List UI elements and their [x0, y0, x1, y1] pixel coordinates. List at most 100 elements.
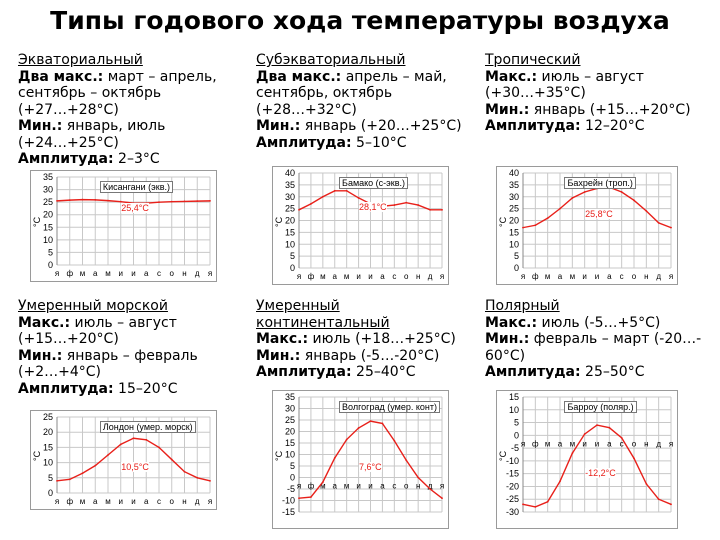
x-tick-label: я — [521, 272, 525, 281]
x-tick-label: с — [620, 439, 624, 448]
y-tick-label: -10 — [506, 456, 519, 466]
climate-text-equatorial: Экваториальный Два макс.: март – апрель, с… — [18, 52, 217, 168]
data-point — [633, 457, 635, 460]
data-point — [522, 226, 524, 229]
data-point — [620, 191, 623, 193]
y-tick-label: 5 — [514, 251, 519, 261]
data-point — [417, 476, 420, 479]
y-tick-label: 20 — [509, 216, 519, 226]
data-point — [196, 476, 199, 479]
y-tick-label: 10 — [43, 458, 53, 468]
y-axis-unit-label: °С — [498, 450, 508, 461]
climate-type-heading: Тропический — [485, 52, 581, 68]
y-tick-label: 5 — [290, 251, 295, 261]
data-point — [68, 478, 71, 481]
data-point — [441, 208, 443, 211]
y-tick-label: 15 — [509, 392, 519, 402]
y-tick-label: 0 — [48, 260, 53, 270]
fact-value: сентябрь, октябрь — [256, 85, 393, 101]
climate-text-polar: Полярный Макс.: июль (-5…+5°С) Мин.: февра… — [485, 298, 701, 381]
x-tick-label: м — [320, 482, 326, 491]
y-tick-label: 10 — [285, 239, 295, 249]
mean-temperature-label: 7,6°С — [359, 461, 382, 472]
x-tick-label: а — [144, 497, 149, 506]
climate-fact-line: Амплитуда: 12–20°С — [485, 118, 691, 135]
x-tick-label: я — [208, 269, 212, 278]
y-tick-label: 25 — [43, 197, 53, 207]
data-point — [571, 197, 574, 199]
x-tick-label: м — [545, 272, 551, 281]
y-tick-label: -10 — [282, 496, 295, 506]
data-point — [145, 438, 148, 441]
data-point — [310, 496, 312, 498]
y-tick-label: 25 — [285, 204, 295, 214]
fact-value: 2–3°С — [113, 151, 160, 167]
x-tick-label: м — [344, 272, 350, 281]
data-point — [345, 189, 348, 192]
fact-label: Амплитуда: — [18, 380, 114, 397]
data-point — [94, 464, 97, 467]
x-tick-label: а — [333, 482, 338, 491]
x-tick-label: д — [195, 269, 200, 278]
data-point — [310, 202, 312, 205]
climate-type-heading: Полярный — [485, 298, 560, 314]
data-point — [68, 199, 71, 202]
y-tick-label: 30 — [43, 185, 53, 195]
chart-bahrain: 0 5 10 15 20 25 30 35 40 я ф м а м и и а с о н д я Бахрейн (тр… — [496, 166, 678, 285]
fact-label: Амплитуда: — [256, 134, 352, 151]
climate-fact-line: Макс.: июль – август — [485, 69, 691, 86]
data-point — [107, 199, 109, 202]
fact-value: март – апрель, — [103, 68, 217, 85]
data-point — [183, 470, 186, 473]
y-tick-label: -5 — [287, 484, 295, 494]
fact-label: Амплитуда: — [256, 364, 352, 380]
fact-label: Амплитуда: — [485, 118, 581, 134]
x-tick-label: я — [55, 497, 59, 506]
fact-value: июль (+18…+25°С) — [308, 331, 456, 347]
chart-london: 0 5 10 15 20 25 я ф м а м и и а с о н д я Лондон (умер. мор… — [30, 410, 217, 510]
x-tick-label: о — [632, 439, 637, 448]
y-tick-label: 15 — [285, 438, 295, 448]
climate-fact-line: Макс.: июль (+18…+25°С) — [256, 331, 456, 348]
y-tick-label: 10 — [285, 450, 295, 460]
fact-label: Макс.: — [256, 331, 309, 347]
fact-value: (+27…+28°С) — [18, 101, 119, 118]
y-tick-label: 10 — [509, 405, 519, 415]
x-tick-label: а — [558, 439, 563, 448]
y-axis-unit-label: °С — [274, 450, 284, 461]
x-tick-label: я — [297, 482, 301, 491]
data-point — [333, 457, 336, 459]
fact-label: Мин.: — [18, 347, 63, 364]
y-tick-label: 10 — [43, 235, 53, 245]
x-tick-label: и — [131, 497, 135, 506]
x-tick-label: и — [131, 269, 135, 278]
climate-text-temperate-marine: Умеренный морской Макс.: июль – август (+1… — [18, 298, 198, 397]
climate-type-heading: Умеренный — [256, 298, 340, 314]
y-axis-unit-label: °С — [274, 216, 284, 227]
y-tick-label: 5 — [514, 418, 519, 428]
data-point — [559, 480, 561, 483]
data-point — [670, 503, 672, 506]
climate-fact-line: Амплитуда: 25–50°С — [485, 364, 701, 381]
chart-station-title: Лондон (умер. морск) — [99, 421, 196, 433]
x-tick-label: д — [656, 272, 661, 281]
y-tick-label: 15 — [43, 442, 53, 452]
fact-value: (+28…+32°С) — [256, 101, 357, 118]
fact-value: 25–40°С — [351, 364, 416, 380]
chart-barrow: -30 -25 -20 -15 -10 -5 0 5 10 15 я ф м а м и и а с о н д я Барр… — [496, 390, 678, 529]
y-tick-label: 35 — [285, 392, 295, 402]
mean-temperature-label: 10,5°С — [121, 461, 149, 472]
climate-fact-line: Амплитуда: 5–10°С — [256, 135, 462, 152]
data-point — [522, 503, 524, 506]
data-point — [381, 422, 384, 425]
climate-type-heading: Умеренный морской — [18, 298, 168, 314]
data-point — [56, 479, 58, 482]
x-tick-label: м — [320, 272, 326, 281]
y-axis-unit-label: °С — [498, 216, 508, 227]
y-tick-label: -25 — [506, 494, 519, 504]
x-tick-label: с — [157, 497, 161, 506]
data-point — [633, 199, 635, 202]
x-tick-label: и — [119, 497, 123, 506]
y-tick-label: 0 — [514, 430, 519, 440]
